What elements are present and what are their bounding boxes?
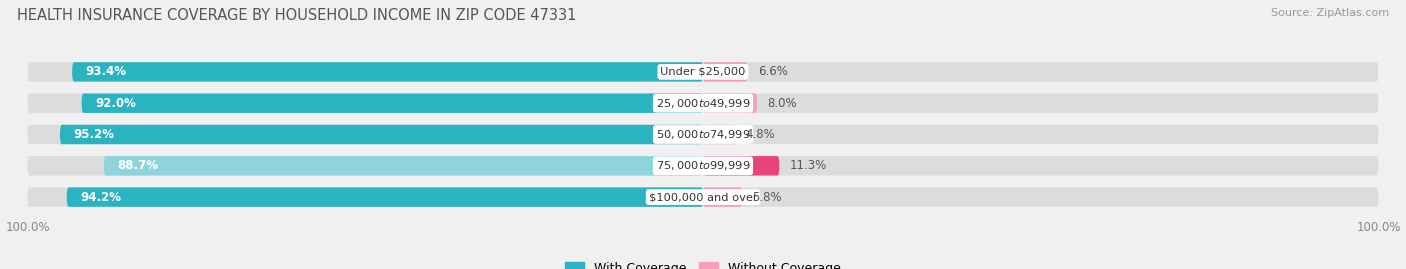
Text: 100.0%: 100.0% [6, 221, 49, 233]
FancyBboxPatch shape [703, 125, 735, 144]
FancyBboxPatch shape [66, 187, 703, 207]
Text: $75,000 to $99,999: $75,000 to $99,999 [655, 159, 751, 172]
Text: Under $25,000: Under $25,000 [661, 67, 745, 77]
FancyBboxPatch shape [28, 156, 1378, 175]
FancyBboxPatch shape [28, 125, 1378, 144]
FancyBboxPatch shape [72, 62, 703, 82]
Text: $100,000 and over: $100,000 and over [648, 192, 758, 202]
FancyBboxPatch shape [28, 94, 1378, 113]
Text: 94.2%: 94.2% [80, 191, 121, 204]
Text: 93.4%: 93.4% [86, 65, 127, 78]
Text: 92.0%: 92.0% [96, 97, 136, 110]
Text: HEALTH INSURANCE COVERAGE BY HOUSEHOLD INCOME IN ZIP CODE 47331: HEALTH INSURANCE COVERAGE BY HOUSEHOLD I… [17, 8, 576, 23]
FancyBboxPatch shape [82, 94, 703, 113]
Text: 100.0%: 100.0% [1357, 221, 1400, 233]
Text: 11.3%: 11.3% [789, 159, 827, 172]
FancyBboxPatch shape [28, 62, 1378, 82]
Text: 95.2%: 95.2% [73, 128, 114, 141]
FancyBboxPatch shape [703, 187, 742, 207]
Text: 88.7%: 88.7% [117, 159, 159, 172]
Text: $50,000 to $74,999: $50,000 to $74,999 [655, 128, 751, 141]
FancyBboxPatch shape [703, 62, 748, 82]
FancyBboxPatch shape [28, 187, 1378, 207]
Legend: With Coverage, Without Coverage: With Coverage, Without Coverage [561, 257, 845, 269]
FancyBboxPatch shape [703, 94, 756, 113]
Text: Source: ZipAtlas.com: Source: ZipAtlas.com [1271, 8, 1389, 18]
Text: 8.0%: 8.0% [768, 97, 797, 110]
Text: 5.8%: 5.8% [752, 191, 782, 204]
FancyBboxPatch shape [104, 156, 703, 175]
Text: $25,000 to $49,999: $25,000 to $49,999 [655, 97, 751, 110]
FancyBboxPatch shape [703, 156, 779, 175]
Text: 4.8%: 4.8% [745, 128, 775, 141]
FancyBboxPatch shape [60, 125, 703, 144]
Text: 6.6%: 6.6% [758, 65, 787, 78]
